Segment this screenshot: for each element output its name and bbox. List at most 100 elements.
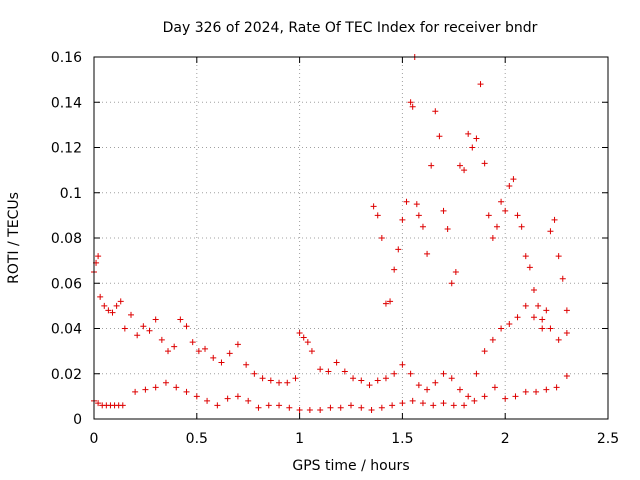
- data-point: [424, 386, 431, 393]
- data-point: [224, 395, 231, 402]
- data-point: [113, 302, 120, 309]
- data-point: [348, 402, 354, 409]
- data-point: [218, 359, 225, 366]
- data-point: [306, 406, 313, 413]
- data-point: [210, 354, 217, 361]
- data-point: [471, 397, 478, 404]
- data-point: [506, 182, 513, 189]
- data-point: [152, 384, 159, 391]
- data-point: [415, 212, 422, 219]
- data-point: [403, 198, 410, 205]
- data-point: [337, 404, 344, 411]
- data-point: [234, 393, 241, 400]
- y-tick-label: 0: [73, 412, 82, 428]
- data-point: [432, 108, 439, 115]
- data-point: [526, 264, 533, 271]
- data-point: [440, 400, 447, 407]
- y-tick-label: 0.06: [51, 276, 82, 292]
- data-point: [284, 379, 291, 386]
- data-point: [193, 393, 200, 400]
- data-point: [245, 397, 252, 404]
- data-point: [255, 404, 262, 411]
- data-point: [510, 176, 517, 183]
- data-point: [481, 348, 488, 355]
- data-point: [419, 223, 426, 230]
- y-tick-label: 0.08: [51, 231, 82, 247]
- data-point: [481, 393, 488, 400]
- data-point: [378, 235, 385, 241]
- data-point: [413, 201, 420, 208]
- data-point: [276, 379, 283, 386]
- data-point: [378, 404, 385, 411]
- data-point: [522, 253, 529, 260]
- data-point: [456, 162, 463, 169]
- data-point: [333, 359, 340, 366]
- data-point: [382, 300, 389, 307]
- data-point: [327, 404, 334, 411]
- data-point: [183, 323, 190, 330]
- data-point: [382, 375, 389, 382]
- data-point: [234, 341, 241, 348]
- data-point: [195, 348, 202, 355]
- axis-ticks: [93, 56, 609, 420]
- data-point: [341, 368, 348, 375]
- data-point: [530, 314, 537, 321]
- x-tick-label: 1: [295, 431, 304, 447]
- data-point: [387, 298, 394, 305]
- data-point: [296, 406, 303, 413]
- data-point: [415, 382, 422, 389]
- data-point: [502, 395, 509, 402]
- data-point: [514, 212, 521, 219]
- data-point: [563, 330, 570, 337]
- data-point: [173, 384, 180, 391]
- x-tick-label: 1.5: [391, 431, 413, 447]
- data-point: [370, 203, 377, 210]
- data-point: [469, 144, 476, 151]
- data-point: [489, 235, 496, 241]
- x-tick-label: 0: [90, 431, 99, 447]
- data-point: [551, 216, 558, 223]
- data-point: [119, 402, 126, 409]
- x-axis-label: GPS time / hours: [292, 458, 409, 474]
- data-point: [226, 350, 233, 357]
- data-point: [547, 325, 554, 332]
- data-point: [473, 135, 480, 142]
- data-point: [481, 160, 488, 167]
- data-point: [424, 250, 431, 257]
- data-point: [547, 228, 554, 235]
- data-point: [563, 307, 570, 314]
- data-point: [368, 406, 375, 413]
- data-point: [530, 287, 537, 294]
- data-point: [452, 268, 459, 275]
- data-point: [101, 302, 108, 309]
- data-point: [539, 316, 546, 323]
- data-point: [165, 348, 172, 355]
- data-point: [448, 280, 455, 287]
- data-point: [563, 373, 570, 380]
- data-point: [132, 388, 139, 395]
- data-point: [374, 212, 381, 219]
- data-point: [109, 309, 116, 316]
- data-point: [498, 198, 505, 205]
- data-point: [450, 402, 457, 409]
- data-point: [292, 375, 299, 382]
- y-tick-labels: 0 0.02 0.04 0.06 0.08 0.1 0.12 0.14 0.16: [51, 50, 82, 428]
- data-point: [514, 314, 521, 321]
- data-point: [448, 375, 455, 382]
- data-point: [461, 402, 468, 409]
- data-point: [391, 370, 398, 377]
- data-point: [498, 325, 505, 332]
- data-point: [440, 370, 447, 377]
- data-point: [276, 402, 283, 409]
- data-point: [409, 103, 416, 110]
- data-point: [374, 377, 381, 384]
- data-point: [204, 397, 211, 404]
- data-point: [358, 404, 365, 411]
- data-point: [553, 384, 560, 391]
- data-point: [444, 225, 451, 232]
- data-point: [456, 386, 463, 393]
- data-point: [543, 307, 550, 314]
- data-point: [477, 81, 484, 88]
